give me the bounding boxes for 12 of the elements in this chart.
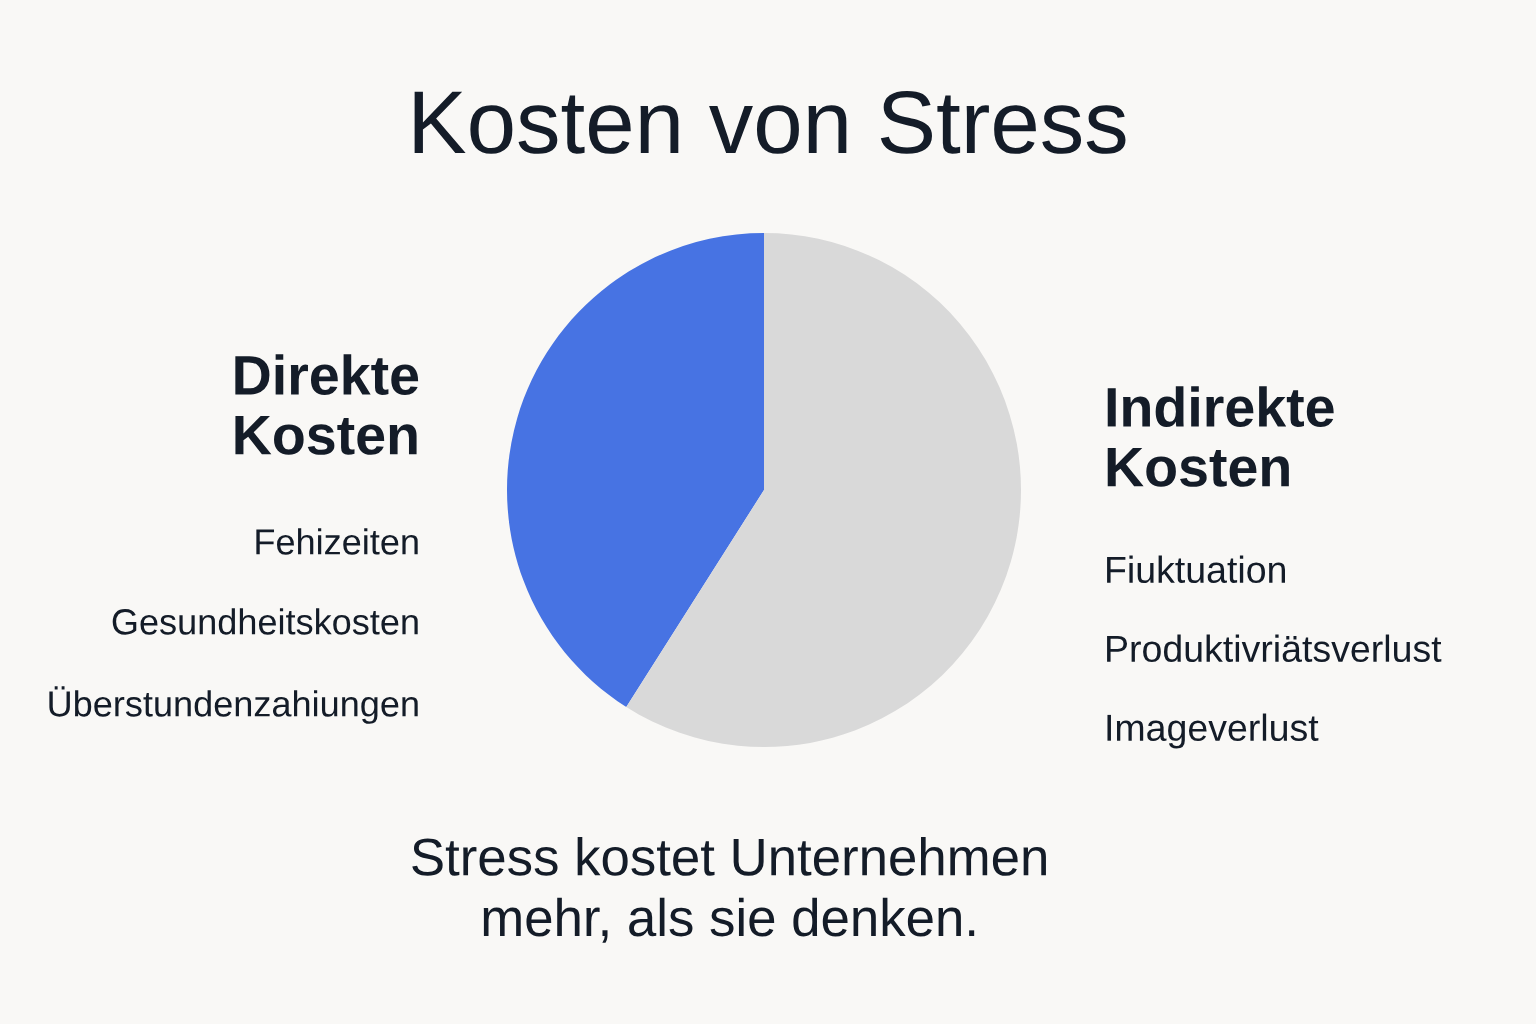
text: Produktivriätsverlust — [1107, 634, 1442, 663]
chart-title: Kosten von Stress — [414, 90, 1126, 154]
text: Gesundheitskosten — [112, 608, 418, 635]
slice-label: Indirekte Kosten — [1107, 386, 1334, 487]
text: Stress kostet Unternehmen mehr, als sie denken. — [412, 837, 1046, 943]
text: Fehizeiten — [256, 528, 418, 555]
slice-label: Direkte Kosten — [235, 354, 419, 455]
text: Fiuktuation — [1107, 555, 1285, 584]
pie-slice — [626, 233, 1021, 747]
pie-slice — [507, 233, 764, 707]
text: Überstundenzahiungen — [49, 686, 418, 724]
text: Imageverlust — [1107, 713, 1319, 749]
